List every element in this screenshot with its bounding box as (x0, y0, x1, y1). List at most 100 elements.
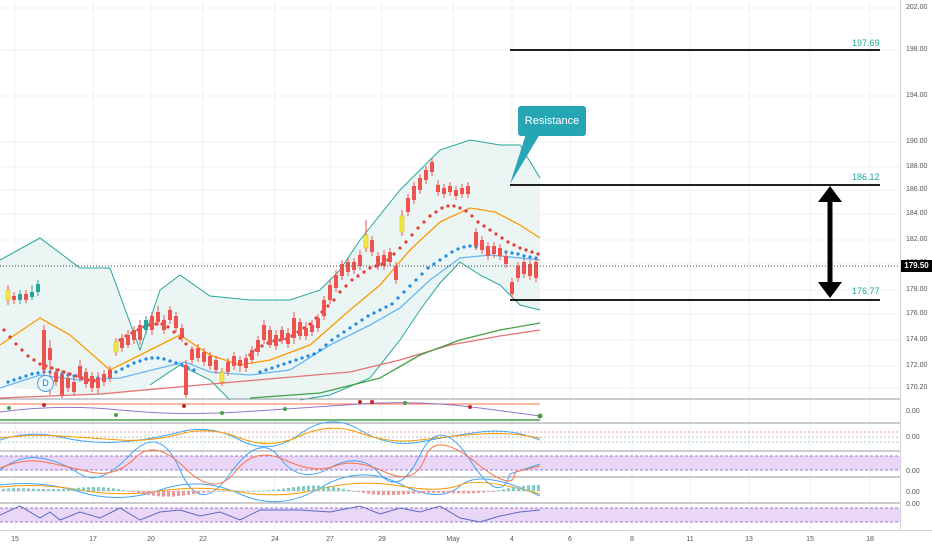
candlestick[interactable] (162, 315, 166, 334)
candlestick[interactable] (24, 290, 28, 303)
highlighted-candle[interactable] (219, 371, 225, 383)
indicator-pane-2[interactable] (0, 421, 900, 448)
candlestick[interactable] (370, 236, 374, 256)
candlestick[interactable] (120, 334, 124, 352)
candlestick[interactable] (156, 306, 160, 326)
candlestick[interactable] (54, 368, 58, 386)
candlestick[interactable] (238, 356, 242, 372)
candlestick[interactable] (262, 320, 266, 344)
candlestick[interactable] (480, 236, 484, 254)
candlestick[interactable] (316, 314, 320, 332)
candlestick[interactable] (30, 285, 34, 300)
candlestick[interactable] (334, 270, 338, 292)
candlestick[interactable] (454, 186, 458, 200)
time-tick: 18 (866, 536, 874, 543)
candlestick[interactable] (18, 290, 22, 304)
candlestick[interactable] (460, 184, 464, 198)
indicator-pane-5[interactable] (0, 505, 900, 523)
candlestick[interactable] (376, 252, 380, 270)
candlestick[interactable] (126, 330, 130, 348)
price-chart[interactable] (0, 0, 900, 530)
candlestick[interactable] (322, 296, 326, 320)
candlestick[interactable] (108, 366, 112, 382)
candlestick[interactable] (474, 228, 478, 250)
resistance-callout[interactable]: Resistance (518, 106, 586, 136)
candlestick[interactable] (504, 252, 508, 268)
candlestick[interactable] (304, 322, 308, 340)
highlighted-candle[interactable] (5, 289, 11, 301)
candlestick[interactable] (268, 326, 272, 348)
candlestick[interactable] (418, 174, 422, 194)
candlestick[interactable] (226, 358, 230, 376)
candlestick[interactable] (60, 370, 64, 398)
indicator-pane-4[interactable] (0, 474, 541, 503)
price-chart-area[interactable]: D Resistance 197.69 186.12 176.77 (0, 0, 900, 530)
candlestick[interactable] (424, 166, 428, 184)
candlestick[interactable] (310, 320, 314, 336)
candlestick[interactable] (102, 370, 106, 386)
candlestick[interactable] (382, 250, 386, 270)
highlighted-candle[interactable] (113, 341, 119, 353)
candlestick[interactable] (292, 312, 296, 344)
candlestick[interactable] (516, 262, 520, 282)
candlestick[interactable] (492, 242, 496, 258)
candlestick[interactable] (132, 326, 136, 344)
candlestick[interactable] (138, 320, 142, 345)
candlestick[interactable] (168, 306, 172, 324)
candlestick[interactable] (466, 182, 470, 198)
candlestick[interactable] (358, 250, 362, 270)
dividend-marker[interactable]: D (37, 375, 54, 392)
candlestick[interactable] (202, 348, 206, 366)
candlestick[interactable] (42, 325, 46, 380)
candlestick[interactable] (328, 280, 332, 304)
candlestick[interactable] (232, 352, 236, 370)
candlestick[interactable] (144, 316, 148, 334)
candlestick[interactable] (184, 360, 188, 398)
candlestick[interactable] (442, 184, 446, 198)
candlestick[interactable] (72, 376, 76, 396)
candlestick[interactable] (528, 260, 532, 280)
candlestick[interactable] (244, 354, 248, 372)
candlestick[interactable] (150, 312, 154, 335)
candlestick[interactable] (196, 344, 200, 362)
candlestick[interactable] (250, 346, 254, 364)
candlestick[interactable] (298, 318, 302, 340)
highlighted-candle[interactable] (399, 215, 405, 233)
candlestick[interactable] (84, 368, 88, 388)
candlestick[interactable] (36, 280, 40, 296)
indicator-pane-1[interactable] (0, 400, 543, 421)
candlestick[interactable] (208, 352, 212, 370)
highlighted-candle[interactable] (363, 234, 369, 249)
candlestick[interactable] (96, 372, 100, 394)
candlestick[interactable] (286, 328, 290, 348)
candlestick[interactable] (534, 258, 538, 282)
candlesticks[interactable] (5, 158, 538, 398)
candlestick[interactable] (510, 278, 514, 298)
candlestick[interactable] (280, 326, 284, 344)
candlestick[interactable] (274, 330, 278, 350)
time-axis[interactable]: 15 17 20 22 24 27 29 May 4 6 8 11 13 15 18 (0, 530, 932, 551)
candlestick[interactable] (256, 336, 260, 356)
candlestick[interactable] (436, 180, 440, 196)
candlestick[interactable] (412, 182, 416, 204)
candlestick[interactable] (174, 312, 178, 332)
candlestick[interactable] (448, 182, 452, 196)
double-headed-vertical-arrow-icon[interactable] (818, 186, 842, 298)
candlestick[interactable] (12, 292, 16, 304)
candlestick[interactable] (346, 258, 350, 276)
candlestick[interactable] (180, 324, 184, 342)
candlestick[interactable] (78, 360, 82, 382)
candlestick[interactable] (214, 356, 218, 374)
indicator-pane-3[interactable] (0, 434, 900, 495)
time-tick: 15 (806, 536, 814, 543)
candlestick[interactable] (388, 248, 392, 266)
candlestick[interactable] (90, 372, 94, 392)
candlestick[interactable] (522, 258, 526, 278)
candlestick[interactable] (486, 242, 490, 260)
candlestick[interactable] (190, 346, 194, 364)
candlestick[interactable] (340, 260, 344, 280)
candlestick[interactable] (498, 244, 502, 260)
candlestick[interactable] (430, 158, 434, 176)
candlestick[interactable] (66, 372, 70, 392)
candlestick[interactable] (406, 194, 410, 216)
